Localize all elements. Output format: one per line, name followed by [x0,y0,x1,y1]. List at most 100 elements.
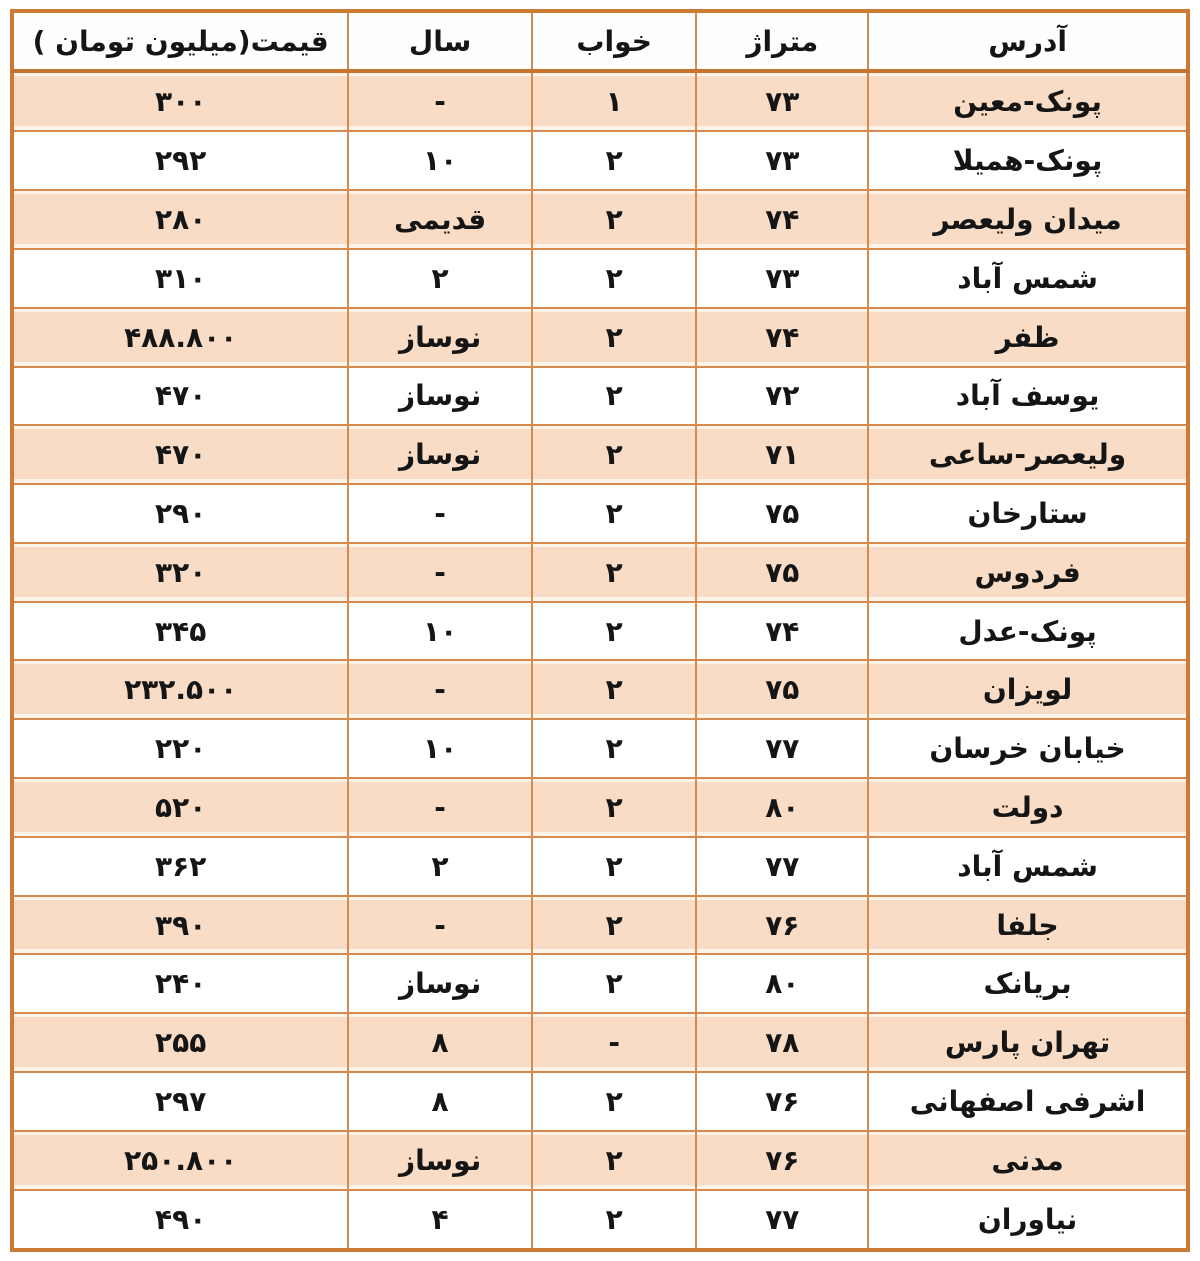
cell-year: ۸ [347,1070,533,1132]
cell-area: ۷۶ [695,894,870,956]
cell-bedrooms: ۲ [530,306,698,368]
cell-address: میدان ولیعصر [867,189,1189,251]
cell-address: تهران پارس [867,1012,1189,1073]
table-row: پونک-عدل ۷۴ ۲ ۱۰ ۳۴۵ [10,600,1189,662]
cell-price: ۳۰۰ [10,69,350,133]
header-row: آدرس متراژ خواب سال قیمت(میلیون تومان ) [10,10,1189,73]
cell-bedrooms: ۲ [530,365,698,427]
table-row: جلفا ۷۶ ۲ - ۳۹۰ [10,894,1189,956]
cell-year: - [347,777,533,838]
cell-year: نوساز [347,306,533,368]
cell-area: ۷۸ [695,1012,870,1073]
cell-area: ۷۵ [695,659,870,721]
cell-year: - [347,483,533,544]
cell-price: ۴۷۰ [10,424,350,486]
cell-address: جلفا [867,894,1189,956]
cell-address: بریانک [867,953,1189,1015]
cell-year: ۸ [347,1012,533,1073]
cell-year: ۱۰ [347,130,533,192]
table-row: بریانک ۸۰ ۲ نوساز ۲۴۰ [10,953,1189,1015]
cell-year: ۱۰ [347,718,533,780]
table-row: اشرفی اصفهانی ۷۶ ۲ ۸ ۲۹۷ [10,1070,1189,1132]
header-address: آدرس [867,10,1189,73]
cell-area: ۷۷ [695,835,870,897]
table-row: ظفر ۷۴ ۲ نوساز ۴۸۸.۸۰۰ [10,306,1189,368]
cell-area: ۸۰ [695,953,870,1015]
cell-area: ۷۱ [695,424,870,486]
cell-bedrooms: ۲ [530,777,698,838]
table-row: شمس آباد ۷۳ ۲ ۲ ۳۱۰ [10,248,1189,309]
header-price: قیمت(میلیون تومان ) [10,10,350,73]
cell-price: ۲۵۰.۸۰۰ [10,1129,350,1191]
real-estate-price-table: آدرس متراژ خواب سال قیمت(میلیون تومان ) … [10,9,1190,1252]
cell-area: ۷۳ [695,248,870,309]
cell-bedrooms: ۲ [530,1188,698,1252]
table-row: ولیعصر-ساعی ۷۱ ۲ نوساز ۴۷۰ [10,424,1189,486]
cell-price: ۲۵۵ [10,1012,350,1073]
cell-year: - [347,541,533,603]
cell-year: ۲ [347,248,533,309]
cell-bedrooms: ۲ [530,953,698,1015]
cell-price: ۳۱۰ [10,248,350,309]
cell-price: ۲۹۰ [10,483,350,544]
header-bedrooms: خواب [530,10,698,73]
table-row: یوسف آباد ۷۲ ۲ نوساز ۴۷۰ [10,365,1189,427]
cell-bedrooms: ۲ [530,189,698,251]
cell-price: ۳۴۵ [10,600,350,662]
cell-year: نوساز [347,953,533,1015]
cell-year: - [347,659,533,721]
cell-year: - [347,69,533,133]
table-row: فردوس ۷۵ ۲ - ۳۲۰ [10,541,1189,603]
cell-bedrooms: ۲ [530,130,698,192]
cell-address: مدنی [867,1129,1189,1191]
table-header: آدرس متراژ خواب سال قیمت(میلیون تومان ) [10,10,1189,73]
cell-price: ۳۶۲ [10,835,350,897]
header-area: متراژ [695,10,870,73]
cell-bedrooms: ۲ [530,541,698,603]
cell-price: ۲۹۲ [10,130,350,192]
cell-year: نوساز [347,365,533,427]
cell-area: ۷۶ [695,1070,870,1132]
cell-price: ۲۸۰ [10,189,350,251]
cell-bedrooms: ۲ [530,659,698,721]
cell-area: ۷۷ [695,1188,870,1252]
table-row: میدان ولیعصر ۷۴ ۲ قدیمی ۲۸۰ [10,189,1189,251]
table-row: شمس آباد ۷۷ ۲ ۲ ۳۶۲ [10,835,1189,897]
cell-year: ۱۰ [347,600,533,662]
table-body: پونک-معین ۷۳ ۱ - ۳۰۰ پونک-همیلا ۷۳ ۲ ۱۰ … [10,69,1189,1252]
cell-area: ۸۰ [695,777,870,838]
cell-address: فردوس [867,541,1189,603]
cell-address: پونک-همیلا [867,130,1189,192]
cell-address: شمس آباد [867,835,1189,897]
cell-address: پونک-معین [867,69,1189,133]
cell-bedrooms: ۲ [530,835,698,897]
cell-address: پونک-عدل [867,600,1189,662]
cell-area: ۷۴ [695,600,870,662]
table-row: دولت ۸۰ ۲ - ۵۲۰ [10,777,1189,838]
cell-address: لویزان [867,659,1189,721]
cell-price: ۳۲۰ [10,541,350,603]
cell-bedrooms: ۲ [530,248,698,309]
cell-bedrooms: ۱ [530,69,698,133]
cell-bedrooms: - [530,1012,698,1073]
table-row: پونک-همیلا ۷۳ ۲ ۱۰ ۲۹۲ [10,130,1189,192]
cell-bedrooms: ۲ [530,1070,698,1132]
cell-price: ۲۴۰ [10,953,350,1015]
cell-price: ۲۲۰ [10,718,350,780]
cell-year: نوساز [347,424,533,486]
cell-address: یوسف آباد [867,365,1189,427]
cell-price: ۳۹۰ [10,894,350,956]
cell-area: ۷۳ [695,69,870,133]
cell-bedrooms: ۲ [530,718,698,780]
cell-address: ولیعصر-ساعی [867,424,1189,486]
cell-area: ۷۶ [695,1129,870,1191]
cell-year: نوساز [347,1129,533,1191]
cell-address: خیابان خرسان [867,718,1189,780]
cell-area: ۷۵ [695,541,870,603]
cell-bedrooms: ۲ [530,894,698,956]
cell-price: ۵۲۰ [10,777,350,838]
table-row: نیاوران ۷۷ ۲ ۴ ۴۹۰ [10,1188,1189,1252]
cell-bedrooms: ۲ [530,1129,698,1191]
cell-address: اشرفی اصفهانی [867,1070,1189,1132]
cell-price: ۴۸۸.۸۰۰ [10,306,350,368]
